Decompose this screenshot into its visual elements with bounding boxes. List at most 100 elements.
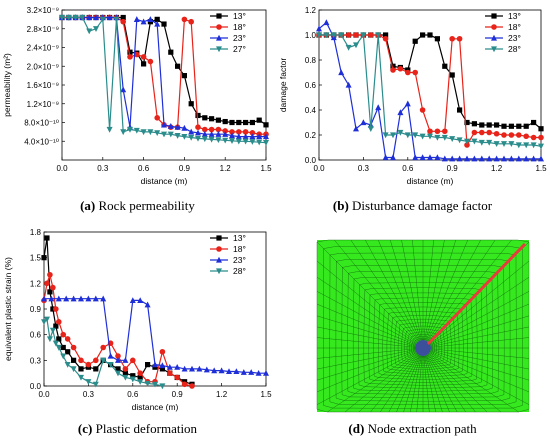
data-point	[471, 138, 478, 145]
node-extraction-path	[426, 242, 527, 346]
data-point	[338, 32, 345, 39]
data-point	[404, 100, 411, 107]
data-point	[85, 361, 92, 368]
mesh-radial-line	[344, 352, 417, 413]
data-point	[493, 141, 500, 147]
data-point	[161, 21, 167, 27]
y-axis-label: damage factor	[278, 58, 288, 113]
data-point	[229, 119, 235, 126]
mesh-radial-line	[430, 350, 530, 381]
series-3	[316, 32, 544, 150]
data-point	[360, 32, 367, 39]
data-point	[106, 126, 113, 133]
data-point	[222, 118, 228, 125]
data-point	[147, 129, 154, 136]
mesh-radial-line	[423, 355, 430, 413]
mesh-radial-line	[401, 239, 422, 341]
data-point	[41, 255, 47, 261]
data-point	[486, 129, 492, 136]
data-point	[122, 374, 129, 381]
data-point	[226, 368, 232, 375]
data-point	[137, 374, 143, 381]
data-point	[60, 344, 66, 351]
legend-entry: 23°	[233, 255, 246, 265]
data-point	[140, 54, 147, 60]
mesh-ring	[411, 336, 435, 359]
data-point	[93, 357, 99, 364]
data-point	[167, 370, 173, 376]
legend-marker	[216, 268, 222, 275]
legend-entry: 13°	[233, 233, 246, 243]
data-point	[383, 32, 389, 38]
caption-d: (d) Node extraction path	[275, 421, 550, 437]
mesh-radial-line	[334, 239, 419, 342]
mesh-ring	[323, 246, 523, 409]
x-tick-label: 1.5	[260, 390, 272, 399]
data-point	[215, 126, 222, 133]
data-point	[195, 124, 201, 130]
mesh-radial-line	[412, 239, 423, 341]
data-point	[56, 319, 62, 325]
data-point	[479, 129, 485, 136]
borehole	[415, 340, 431, 356]
mesh-radial-line	[430, 326, 530, 347]
data-point	[249, 139, 256, 145]
data-point	[167, 131, 174, 138]
legend-marker	[491, 34, 497, 41]
data-point	[449, 35, 455, 42]
mesh-radial-line	[429, 291, 530, 345]
panel-node-extraction-path: (d) Node extraction path	[275, 222, 550, 444]
data-point	[166, 363, 173, 370]
data-point	[427, 128, 433, 135]
y-tick-label: 0.6	[305, 81, 317, 90]
y-tick-label: 1.8	[30, 228, 42, 237]
x-axis-label: distance (m)	[407, 176, 454, 186]
data-point	[115, 370, 121, 377]
mesh-ring	[358, 282, 488, 389]
data-point	[382, 154, 389, 161]
series-0	[41, 235, 195, 387]
data-point	[202, 126, 208, 133]
data-point	[53, 306, 59, 312]
data-point	[233, 368, 240, 375]
chart-plastic-deformation: 0.0 0.3 0.6 0.9 1.2 1.5 0.0 0.3 0.6 0.9 1.2 1.5 1.8 d…	[3, 228, 272, 412]
data-point	[85, 295, 92, 302]
data-point	[56, 336, 62, 342]
data-point	[188, 101, 194, 107]
data-point	[127, 54, 133, 60]
data-point	[508, 141, 515, 147]
data-point	[41, 295, 47, 302]
data-point	[161, 121, 167, 128]
mesh-ring	[382, 306, 464, 375]
data-point	[107, 352, 114, 359]
data-point	[78, 374, 84, 381]
series-3	[41, 316, 166, 390]
data-point	[181, 365, 188, 372]
data-point	[211, 367, 218, 374]
data-point	[120, 14, 126, 21]
mesh-radial-line	[316, 350, 416, 393]
data-point	[70, 344, 77, 351]
mesh-radial-line	[403, 355, 421, 413]
data-point	[137, 379, 144, 385]
mesh-ring	[404, 328, 442, 363]
data-point	[323, 32, 330, 39]
legend-entry: 18°	[233, 244, 246, 254]
data-point	[456, 137, 463, 144]
data-point	[159, 366, 165, 372]
caption-a: (a) Rock permeability	[0, 198, 275, 214]
legend-marker	[216, 24, 222, 30]
data-point	[242, 133, 249, 140]
panel-plastic-deformation: 0.0 0.3 0.6 0.9 1.2 1.5 0.0 0.3 0.6 0.9 1.2 1.5 1.8 d…	[0, 222, 275, 444]
data-point	[412, 132, 419, 139]
legend-marker	[216, 235, 222, 241]
legend-marker	[216, 246, 222, 252]
data-point	[115, 353, 121, 359]
data-point	[538, 143, 544, 150]
data-point	[263, 369, 269, 376]
data-point	[215, 131, 222, 137]
data-point	[382, 132, 389, 139]
x-tick-label: 0.9	[179, 164, 191, 173]
data-point	[141, 61, 147, 67]
data-point	[382, 35, 389, 42]
